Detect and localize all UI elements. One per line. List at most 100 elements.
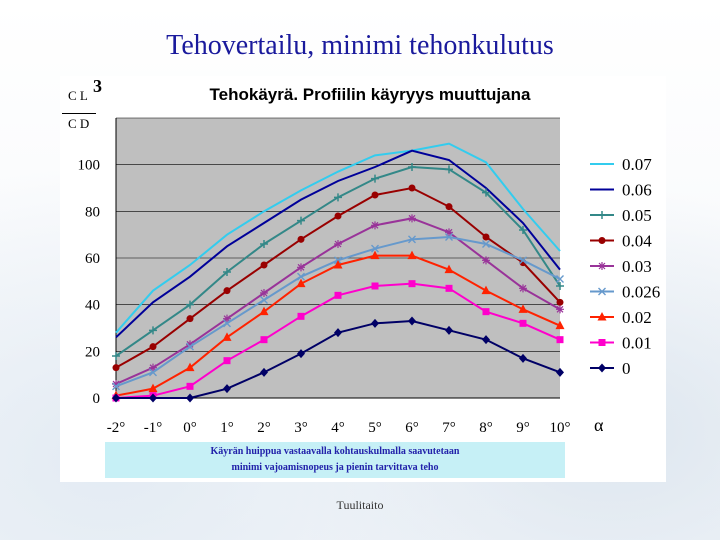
series-0.04 <box>112 184 564 372</box>
data-point <box>445 325 453 335</box>
data-point <box>260 289 268 297</box>
data-point <box>407 250 417 260</box>
series-line <box>115 142 561 334</box>
y-tick-label: 80 <box>85 204 100 220</box>
legend-item: 0.03 <box>590 257 652 276</box>
legend-label: 0.01 <box>622 334 652 353</box>
data-point <box>260 367 268 377</box>
data-point <box>223 268 231 276</box>
legend-label: 0.026 <box>622 283 660 302</box>
chart-title: Tehokäyrä. Profiilin käyryys muuttujana <box>210 85 531 104</box>
data-point <box>186 300 194 309</box>
series-0 <box>112 316 564 403</box>
data-point <box>556 305 564 314</box>
data-point <box>186 342 194 351</box>
legend-label: 0.04 <box>622 232 652 251</box>
data-point <box>112 393 120 403</box>
data-point <box>149 343 157 351</box>
data-point <box>296 278 306 288</box>
data-point <box>371 244 379 253</box>
x-tick-label: 7° <box>442 420 456 436</box>
data-point <box>598 363 606 373</box>
data-point <box>186 382 194 390</box>
data-point <box>297 235 305 243</box>
data-point <box>371 221 379 230</box>
x-tick-label: 0° <box>183 420 197 436</box>
data-point <box>408 214 416 223</box>
data-point <box>186 393 194 403</box>
data-point <box>519 319 527 327</box>
x-axis-label: α <box>594 415 604 435</box>
data-point <box>260 336 268 344</box>
x-tick-label: 1° <box>220 420 234 436</box>
data-point <box>597 312 607 321</box>
data-point <box>556 275 564 283</box>
y-axis-label-numerator: C L <box>68 88 88 103</box>
x-tick-label: 4° <box>331 420 345 436</box>
legend-label: 0 <box>622 359 631 378</box>
data-point <box>556 336 564 344</box>
data-point <box>408 235 416 244</box>
data-point <box>408 316 416 326</box>
data-point <box>148 383 158 393</box>
data-point <box>444 264 454 274</box>
data-point <box>408 163 416 171</box>
data-point <box>519 256 527 265</box>
series-0.05 <box>112 163 564 360</box>
data-point <box>371 191 379 199</box>
data-point <box>185 362 195 372</box>
data-point <box>598 237 606 244</box>
series-line <box>115 149 561 339</box>
data-point <box>186 340 194 349</box>
chart-caption: Käyrän huippua vastaavalla kohtauskulmal… <box>105 442 565 478</box>
data-point <box>112 352 120 360</box>
x-tick-label: 8° <box>479 420 493 436</box>
legend-item: 0.04 <box>590 232 652 251</box>
legend-label: 0.03 <box>622 257 652 276</box>
slide-footer: Tuulitaito <box>336 498 384 512</box>
data-point <box>518 304 528 313</box>
data-point <box>259 306 269 316</box>
y-tick-label: 20 <box>85 344 100 360</box>
data-point <box>482 240 490 248</box>
data-point <box>223 287 231 295</box>
data-point <box>149 363 157 372</box>
series-0.03 <box>112 214 564 388</box>
legend-label: 0.05 <box>622 206 652 225</box>
data-point <box>222 332 232 341</box>
data-point <box>482 256 490 265</box>
y-tick-label: 100 <box>78 158 101 174</box>
y-tick-label: 60 <box>85 251 100 267</box>
data-point <box>519 353 527 363</box>
data-point <box>149 393 157 403</box>
data-point <box>482 335 490 345</box>
data-point <box>598 287 606 296</box>
data-point <box>112 382 120 391</box>
data-point <box>598 211 606 219</box>
data-point <box>482 308 490 316</box>
data-point <box>598 339 606 346</box>
series-lines <box>111 142 565 403</box>
data-point <box>297 349 305 359</box>
series-0.06 <box>115 149 561 339</box>
data-point <box>333 260 343 269</box>
series-0.07 <box>115 142 561 334</box>
data-point <box>334 193 342 202</box>
data-point <box>371 282 379 290</box>
data-point <box>519 284 527 293</box>
data-point <box>149 326 157 335</box>
axes: 0 20 40 60 80 100 -2° -1° 0° 1° 2° 3° 4° 5° 6° 7° 8° 9° 10… <box>78 118 571 436</box>
legend-item: 0.01 <box>590 334 652 353</box>
legend-item: 0.02 <box>590 308 652 327</box>
legend-label: 0.02 <box>622 308 652 327</box>
legend-item: 0.026 <box>590 283 660 302</box>
data-point <box>482 188 490 197</box>
data-point <box>297 272 305 281</box>
data-point <box>481 285 491 295</box>
chart: Tehokäyrä. Profiilin käyryys muuttujana … <box>78 85 661 436</box>
data-point <box>598 262 606 270</box>
data-point <box>556 298 564 306</box>
y-axis-label-denominator: C D <box>68 116 90 131</box>
x-tick-label: 10° <box>550 420 571 436</box>
data-point <box>370 250 380 260</box>
